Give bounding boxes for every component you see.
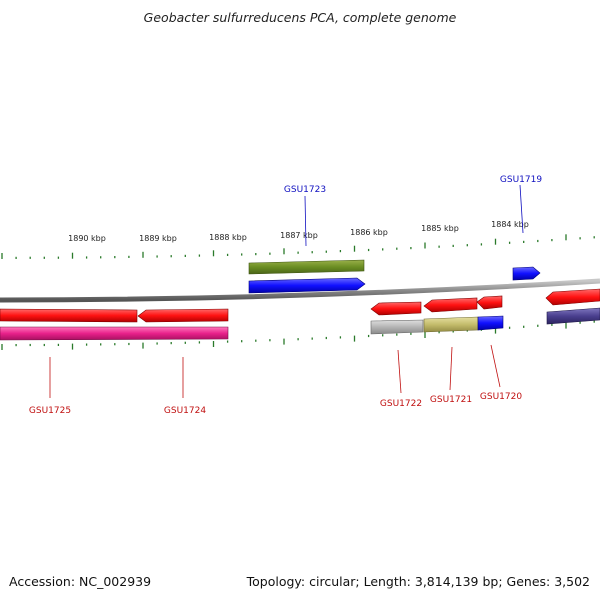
tick-label: 1886 kbp xyxy=(350,228,388,237)
reverse-features xyxy=(0,288,600,341)
gene-label-gsu1721[interactable]: GSU1721 xyxy=(430,395,472,405)
gene-label-gsu1720[interactable]: GSU1720 xyxy=(480,392,522,402)
gene-label-gsu1723[interactable]: GSU1723 xyxy=(284,185,326,195)
connector-gsu1723 xyxy=(304,195,307,247)
scale-ticks-outer xyxy=(1,234,595,259)
gene-arrow-gsu1725[interactable] xyxy=(0,308,138,323)
forward-features xyxy=(248,259,541,294)
gene-arrow-offscreen-right[interactable] xyxy=(545,288,600,306)
tick-label: 1884 kbp xyxy=(491,220,529,229)
accession-text: Accession: NC_002939 xyxy=(9,574,151,589)
gene-arrow-gsu1721[interactable] xyxy=(423,297,478,313)
genome-backbone xyxy=(0,278,600,303)
gene-label-gsu1725[interactable]: GSU1725 xyxy=(29,406,71,416)
tick-label: 1885 kbp xyxy=(421,224,459,233)
map-title: Geobacter sulfurreducens PCA, complete g… xyxy=(144,10,457,25)
gene-label-gsu1722[interactable]: GSU1722 xyxy=(380,399,422,409)
connector-gsu1719 xyxy=(519,184,524,234)
tick-label: 1887 kbp xyxy=(280,231,318,240)
gene-arrow-gsu1719[interactable] xyxy=(512,266,541,281)
tick-label: 1889 kbp xyxy=(139,234,177,243)
tick-label: 1890 kbp xyxy=(68,234,106,243)
connector-gsu1722 xyxy=(397,349,402,394)
scale-ticks-inner xyxy=(1,320,595,350)
connector-gsu1720 xyxy=(490,344,501,388)
gene-labels: GSU1723 GSU1719 GSU1725 GSU1724 GSU1722 … xyxy=(29,175,542,416)
gene-arrow-gsu1724[interactable] xyxy=(137,308,229,323)
gene-label-gsu1724[interactable]: GSU1724 xyxy=(164,406,206,416)
reverse-cds-pink[interactable] xyxy=(0,326,229,341)
reverse-cds-blue[interactable] xyxy=(477,315,504,331)
scale-labels: 1890 kbp 1889 kbp 1888 kbp 1887 kbp 1886… xyxy=(68,220,529,243)
label-connectors xyxy=(49,184,524,398)
gene-arrow-gsu1720[interactable] xyxy=(476,295,503,310)
genome-summary-text: Topology: circular; Length: 3,814,139 bp… xyxy=(246,574,590,589)
reverse-cds-khaki[interactable] xyxy=(423,316,479,333)
forward-cds-olive[interactable] xyxy=(248,259,365,275)
tick-label: 1888 kbp xyxy=(209,233,247,242)
gene-label-gsu1719[interactable]: GSU1719 xyxy=(500,175,542,185)
gene-arrow-gsu1722[interactable] xyxy=(370,301,422,316)
connector-gsu1721 xyxy=(449,346,453,391)
reverse-cds-slate[interactable] xyxy=(546,307,600,325)
gene-arrow-gsu1723[interactable] xyxy=(248,277,366,294)
reverse-cds-grey[interactable] xyxy=(370,319,424,335)
